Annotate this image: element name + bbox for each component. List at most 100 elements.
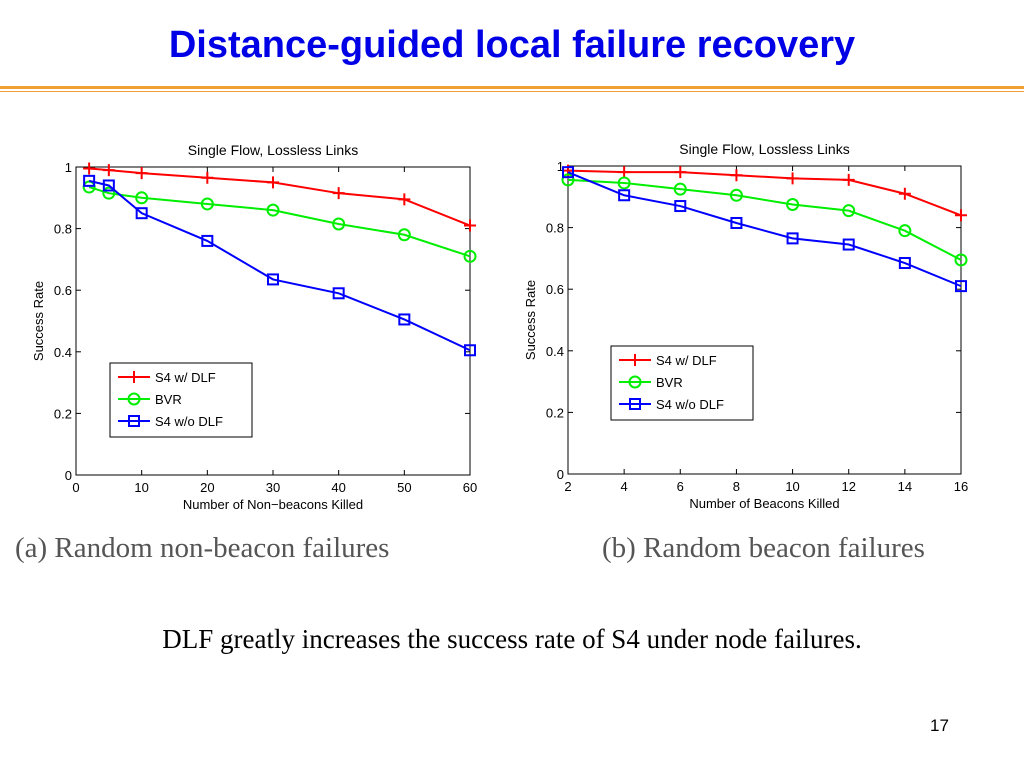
data-point-marker [201,234,214,247]
chart-title: Single Flow, Lossless Links [188,142,358,158]
data-point-marker [332,217,346,231]
x-tick-label: 6 [677,479,684,494]
data-point-marker [267,273,279,286]
y-axis-label: Success Rate [31,281,46,361]
data-point-marker [618,166,631,179]
y-tick-label: 1 [557,159,564,174]
y-tick-label: 0.8 [54,222,72,237]
x-tick-label: 16 [954,479,968,494]
x-tick-label: 10 [785,479,799,494]
x-tick-label: 0 [72,480,79,495]
y-tick-label: 0.2 [54,406,72,421]
series-square [562,166,967,293]
caption-beacon: (b) Random beacon failures [602,532,925,564]
data-point-marker [898,257,911,270]
y-tick-label: 0.2 [546,405,564,420]
x-tick-label: 12 [841,479,855,494]
chart-non-beacon-failures: Single Flow, Lossless Links 0 10 20 30 40 50 60… [20,125,490,520]
x-tick-label: 8 [733,479,740,494]
legend-swatch-marker [128,415,140,427]
data-point-marker [898,187,911,200]
y-tick-label: 0.6 [546,282,564,297]
summary-text: DLF greatly increases the success rate o… [162,624,862,654]
data-point-marker [464,219,476,232]
data-point-marker [135,191,149,205]
chart-title: Single Flow, Lossless Links [679,141,849,157]
x-tick-label: 14 [898,479,912,494]
legend-swatch-marker [127,392,141,406]
series-line [567,169,962,217]
series-plus [562,164,967,222]
legend: S4 w/ DLF BVR S4 w/o DLF [610,345,754,421]
data-point-marker [266,203,280,217]
legend-swatch-marker [628,375,642,389]
data-point-marker [463,249,477,263]
data-point-marker [83,174,96,187]
data-point-marker [562,166,574,179]
data-point-marker [955,280,967,293]
series-square [83,174,476,357]
data-point-marker [102,164,115,177]
x-tick-label: 4 [621,479,628,494]
data-point-marker [102,179,115,192]
legend-swatch-marker [629,398,641,410]
data-point-marker [332,187,345,200]
legend-swatch-marker [128,371,140,383]
series-line [567,171,962,288]
data-point-marker [397,228,411,242]
data-point-marker [786,232,799,245]
data-point-marker [561,173,575,187]
data-point-marker [786,198,800,211]
x-tick-label: 2 [564,479,571,494]
title-divider-thin [0,91,1024,92]
data-point-marker [842,173,855,186]
legend-entry: S4 w/ DLF [155,370,216,385]
x-tick-label: 10 [134,480,148,495]
x-axis-label: Number of Non−beacons Killed [183,497,363,512]
x-tick-label: 30 [266,480,280,495]
x-tick-label: 40 [331,480,345,495]
data-point-marker [729,188,743,202]
series-line [88,179,471,352]
data-point-marker [200,197,214,211]
title-divider-thick [0,86,1024,89]
series-plus [83,162,476,232]
y-tick-label: 0 [65,468,72,483]
data-point-marker [617,176,631,190]
legend-entry: BVR [656,375,683,390]
data-point-marker [135,207,148,220]
chart-beacon-failures: Single Flow, Lossless Links 2 4 6 8 10 12 14 16 0… [510,125,990,520]
y-tick-label: 0.8 [546,221,564,236]
legend-entry: S4 w/o DLF [155,414,223,429]
data-point-marker [955,209,967,222]
legend-entry: BVR [155,392,182,407]
data-point-marker [842,238,855,251]
data-point-marker [398,313,411,326]
y-tick-label: 1 [65,160,72,175]
data-point-marker [464,344,476,357]
data-point-marker [267,176,279,189]
y-tick-label: 0.6 [54,283,72,298]
y-tick-label: 0 [557,467,564,482]
data-point-marker [674,166,687,179]
legend-entry: S4 w/o DLF [656,397,724,412]
y-axis-label: Success Rate [523,280,538,360]
data-point-marker [102,186,116,200]
data-point-marker [201,171,214,184]
y-tick-label: 0.4 [546,344,564,359]
x-axis-label: Number of Beacons Killed [689,496,839,511]
data-point-marker [83,162,96,175]
x-tick-label: 20 [200,480,214,495]
data-point-marker [618,189,631,202]
legend-swatch-marker [629,354,641,366]
data-point-marker [674,200,687,213]
data-point-marker [730,216,743,229]
slide-title: Distance-guided local failure recovery [168,24,856,66]
data-point-marker [842,204,856,218]
data-point-marker [786,172,799,185]
plot-frame [567,165,962,475]
data-point-marker [332,287,345,300]
legend: S4 w/ DLF BVR S4 w/o DLF [109,362,253,438]
x-tick-label: 60 [463,480,477,495]
